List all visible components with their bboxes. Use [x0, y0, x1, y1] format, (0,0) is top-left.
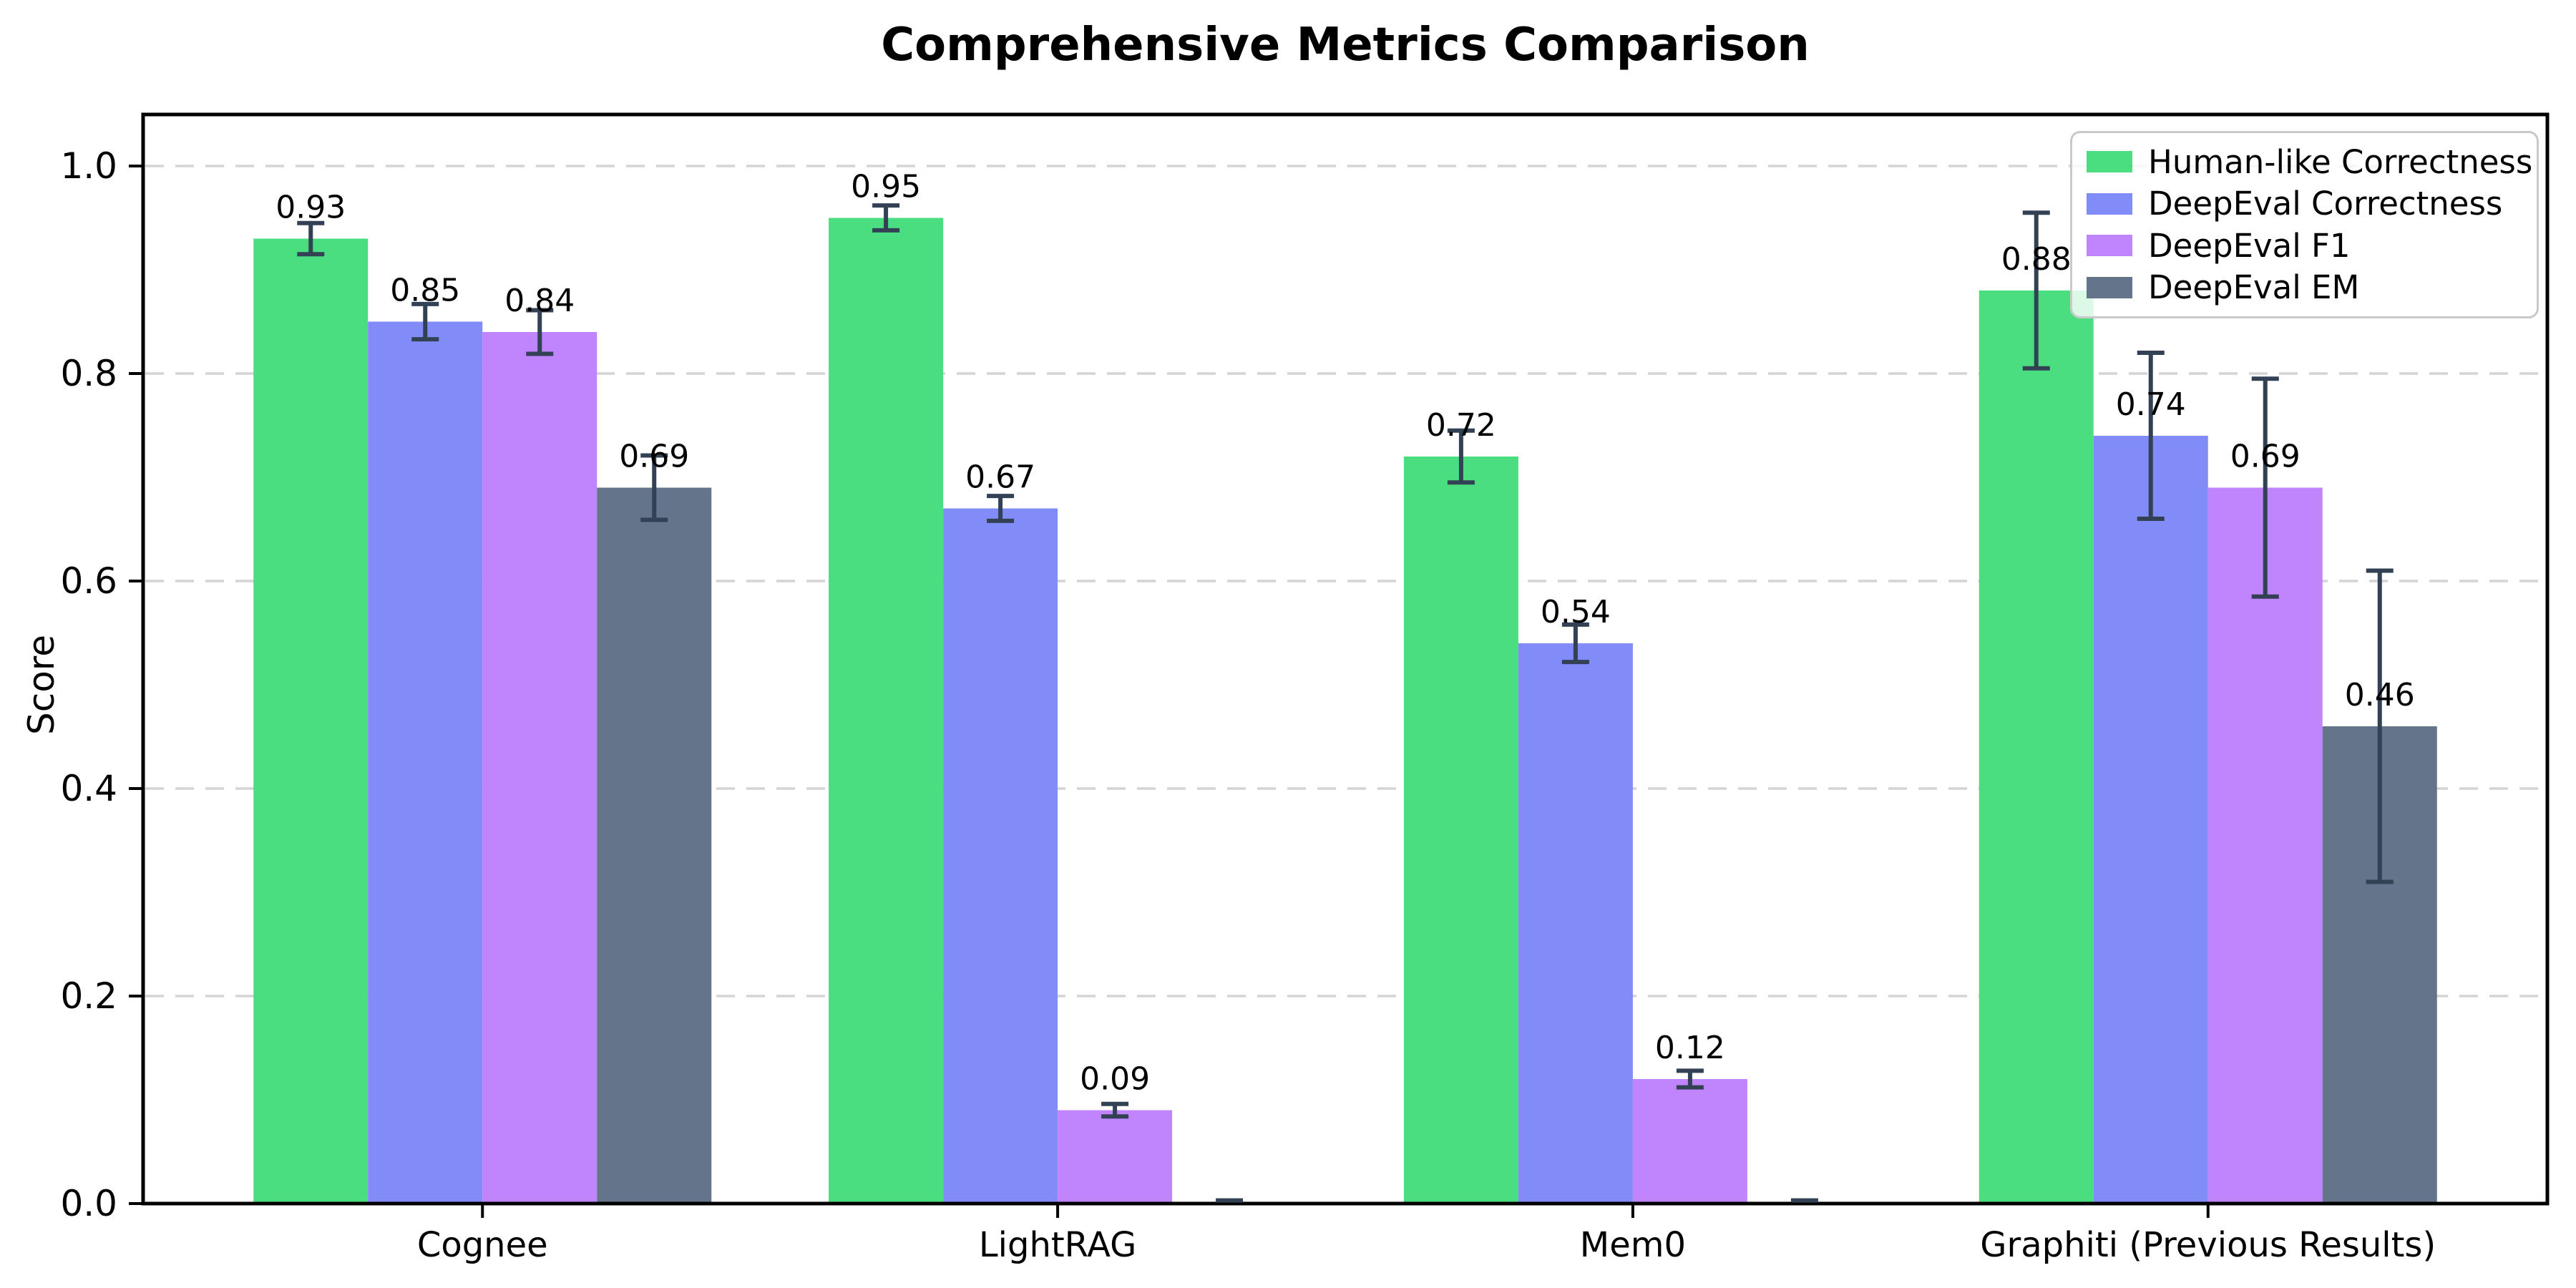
bar-value-label-human-like-correctness-graphiti-previous-results: 0.88	[2001, 241, 2072, 278]
legend-label: DeepEval F1	[2148, 226, 2351, 265]
y-tick-label-0.4: 0.4	[60, 768, 117, 809]
bar-value-label-deepeval-em-cognee: 0.69	[619, 439, 689, 475]
bar-value-label-deepeval-f1-graphiti-previous-results: 0.69	[2230, 439, 2301, 475]
bar-deepeval-f1-lightrag	[1058, 1110, 1173, 1204]
x-tick-label-mem0: Mem0	[1580, 1225, 1686, 1265]
legend-item: Human-like Correctness	[2087, 142, 2532, 182]
bar-human-like-correctness-cognee	[253, 238, 369, 1204]
legend-swatch-human-like-correctness	[2087, 151, 2132, 172]
bar-value-label-deepeval-correctness-graphiti-previous-results: 0.74	[2116, 386, 2186, 423]
bar-value-label-human-like-correctness-mem0: 0.72	[1426, 407, 1496, 444]
legend-item: DeepEval Correctness	[2087, 184, 2524, 224]
y-tick-label-0.2: 0.2	[60, 975, 117, 1017]
bar-deepeval-correctness-lightrag	[943, 508, 1058, 1204]
legend-swatch-deepeval-f1	[2087, 235, 2132, 257]
bar-value-label-deepeval-correctness-cognee: 0.85	[390, 273, 460, 309]
bar-value-label-deepeval-correctness-lightrag: 0.67	[965, 459, 1035, 496]
bar-deepeval-em-cognee	[597, 487, 712, 1204]
x-tick-label-lightrag: LightRAG	[979, 1225, 1136, 1265]
legend-label: DeepEval Correctness	[2148, 185, 2503, 223]
legend-swatch-deepeval-em	[2087, 276, 2132, 298]
bar-value-label-human-like-correctness-lightrag: 0.95	[851, 169, 921, 205]
bar-value-label-deepeval-f1-lightrag: 0.09	[1080, 1061, 1150, 1098]
bar-value-label-deepeval-em-graphiti-previous-results: 0.46	[2345, 677, 2415, 713]
bar-value-label-deepeval-f1-cognee: 0.84	[504, 283, 575, 319]
bar-deepeval-correctness-graphiti-previous-results	[2093, 436, 2208, 1204]
legend-item: DeepEval EM	[2087, 268, 2524, 308]
y-tick-label-1.0: 1.0	[60, 145, 117, 187]
x-tick-label-graphiti-previous-results: Graphiti (Previous Results)	[1980, 1225, 2436, 1265]
bar-value-label-deepeval-f1-mem0: 0.12	[1655, 1030, 1725, 1066]
bar-human-like-correctness-lightrag	[829, 218, 944, 1204]
x-tick-label-cognee: Cognee	[417, 1225, 548, 1265]
bar-human-like-correctness-graphiti-previous-results	[1979, 291, 2094, 1204]
chart-title: Comprehensive Metrics Comparison	[881, 19, 1810, 72]
axes-frame	[141, 112, 2550, 1206]
bar-deepeval-f1-mem0	[1632, 1079, 1747, 1204]
bar-value-label-human-like-correctness-cognee: 0.93	[275, 190, 346, 226]
legend-swatch-deepeval-correctness	[2087, 192, 2132, 215]
bar-deepeval-f1-cognee	[482, 332, 597, 1204]
y-tick-label-0.0: 0.0	[60, 1183, 117, 1224]
bar-deepeval-correctness-cognee	[368, 321, 483, 1204]
y-tick-label-0.6: 0.6	[60, 560, 117, 602]
bar-value-label-deepeval-correctness-mem0: 0.54	[1541, 594, 1611, 630]
bar-human-like-correctness-mem0	[1403, 457, 1518, 1204]
bar-deepeval-correctness-mem0	[1518, 643, 1633, 1204]
legend-item: DeepEval F1	[2087, 225, 2524, 265]
legend-label: Human-like Correctness	[2148, 142, 2533, 181]
bar-deepeval-f1-graphiti-previous-results	[2207, 487, 2323, 1204]
legend-label: DeepEval EM	[2148, 268, 2360, 307]
y-tick-label-0.8: 0.8	[60, 353, 117, 394]
legend: Human-like Correctness DeepEval Correctn…	[2070, 131, 2539, 318]
